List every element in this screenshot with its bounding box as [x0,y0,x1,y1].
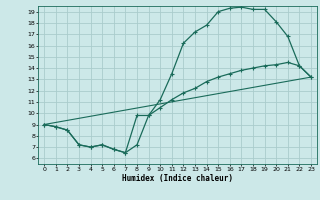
X-axis label: Humidex (Indice chaleur): Humidex (Indice chaleur) [122,174,233,183]
